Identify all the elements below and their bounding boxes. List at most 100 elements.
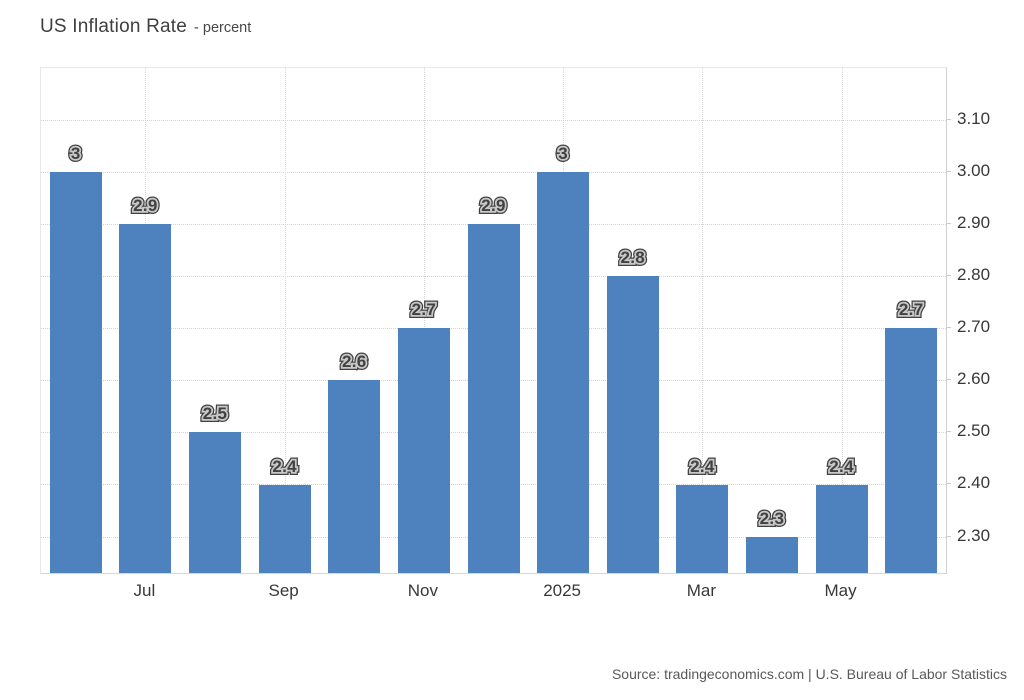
bar-value-label-layer: 2.5 (200, 402, 230, 425)
bar-value-label-layer: 2.6 (340, 352, 368, 373)
y-axis-tick (946, 431, 951, 433)
bar-value-label-layer: 2.7 (897, 300, 925, 321)
bar-value-label-layer: 2.4 (271, 456, 299, 477)
bar-value-label-layer: 2.4 (829, 456, 854, 476)
bar-value-label-layer: 2.5 (202, 404, 228, 424)
bar-value-label: 2.7 2.7 2.7 (896, 298, 926, 321)
y-axis-tick (946, 171, 951, 173)
bar-value-label: 2.4 2.4 2.4 (687, 455, 717, 478)
y-axis-tick (946, 483, 951, 485)
source-attribution: Source: tradingeconomics.com | U.S. Bure… (611, 666, 1007, 682)
bar-value-label-layer: 2.8 (620, 248, 645, 268)
bar[interactable] (815, 484, 868, 573)
bar[interactable] (119, 224, 172, 573)
bar[interactable] (537, 172, 590, 573)
bar-value-label-layer: 2.3 (757, 507, 787, 530)
bar-value-label-layer: 2.9 (131, 195, 159, 216)
bar[interactable] (258, 484, 311, 573)
x-tick-label: 2025 (543, 581, 582, 600)
y-tick-label: 2.60 (957, 369, 991, 389)
bar[interactable] (676, 484, 729, 573)
bar-value-label-layer: 2.5 (201, 404, 229, 425)
y-axis-tick (946, 223, 951, 225)
bar-value-label-layer: 2.9 (130, 194, 160, 217)
y-tick-label: 2.80 (957, 265, 991, 285)
bar-value-label-layer: 2.8 (617, 246, 647, 269)
x-tick-label: Nov (407, 581, 438, 600)
bar-value-label-layer: 2.6 (339, 350, 369, 373)
bar[interactable] (885, 328, 938, 573)
y-tick-label: 2.50 (957, 421, 991, 441)
gridline-vertical (423, 68, 425, 573)
x-tick-label: Mar (686, 581, 716, 600)
bar-value-label: 2.5 2.5 2.5 (200, 402, 230, 425)
bar-value-label-layer: 3 (557, 143, 570, 164)
x-tick-label: Sep (268, 581, 299, 600)
bar-value-label-layer: 3 (70, 144, 81, 164)
bar[interactable] (745, 536, 798, 573)
bar-value-label: 2.9 2.9 2.9 (130, 194, 160, 217)
bar-value-label-layer: 2.7 (896, 298, 926, 321)
bar[interactable] (328, 380, 381, 573)
bar-value-label: 2.7 2.7 2.7 (409, 298, 439, 321)
bar-value-label-layer: 2.7 (409, 298, 439, 321)
y-axis-tick (946, 327, 951, 329)
bar-value-label-layer: 3 (69, 143, 82, 164)
bar[interactable] (606, 276, 659, 573)
bar-value-label: 2.3 2.3 2.3 (757, 507, 787, 530)
bar-value-label-layer: 2.4 (687, 455, 717, 478)
bar-value-label-layer: 2.4 (272, 456, 297, 476)
y-axis-tick (946, 275, 951, 277)
bar-value-label: 2.9 2.9 2.9 (478, 194, 508, 217)
y-axis-tick (946, 379, 951, 381)
bar-value-label-layer: 2.8 (619, 248, 647, 269)
bar-value-label-layer: 2.7 (898, 300, 924, 320)
y-tick-label: 2.70 (957, 317, 991, 337)
bar-value-label-layer: 3 (558, 144, 568, 164)
y-tick-label: 2.40 (957, 473, 991, 493)
x-tick-label: Jul (133, 581, 156, 600)
y-tick-label: 2.30 (957, 525, 991, 545)
bar-value-label-layer: 2.4 (828, 456, 856, 477)
bar-value-label-layer: 2.7 (410, 300, 438, 321)
bar-value-label-layer: 2.4 (826, 455, 856, 478)
gridline-vertical (841, 68, 843, 573)
bar[interactable] (49, 172, 102, 573)
chart-title-units: - percent (194, 20, 252, 36)
bar-value-label-layer: 2.9 (481, 196, 506, 216)
y-tick-label: 3.10 (957, 109, 991, 129)
bar-value-label: 2.4 2.4 2.4 (269, 455, 299, 478)
gridline-vertical (284, 68, 286, 573)
bar-value-label-layer: 2.3 (759, 508, 785, 528)
bar[interactable] (189, 432, 242, 573)
bar-value-label-layer: 2.7 (411, 300, 437, 320)
y-tick-label: 2.90 (957, 213, 991, 233)
bar-value-label: 2.4 2.4 2.4 (826, 455, 856, 478)
bar-value-label-layer: 2.4 (690, 456, 715, 476)
bar-value-label-layer: 2.3 (758, 508, 786, 529)
bar-value-label-layer: 3 (555, 142, 570, 165)
chart-title-main: US Inflation Rate (40, 16, 188, 37)
bar-value-label-layer: 2.9 (478, 194, 508, 217)
y-tick-label: 3.00 (957, 161, 991, 181)
chart-title: US Inflation Rate - percent (40, 16, 251, 38)
bar-value-label: 2.8 2.8 2.8 (617, 246, 647, 269)
gridline-vertical (702, 68, 704, 573)
gridline-horizontal (41, 172, 946, 174)
bar-value-label-layer: 2.4 (688, 456, 716, 477)
gridline-horizontal (41, 120, 946, 122)
bar-value-label-layer: 2.9 (480, 195, 508, 216)
bar-value-label-layer: 2.4 (269, 455, 299, 478)
bar-value-label-layer: 2.9 (133, 196, 158, 216)
x-tick-label: May (824, 581, 857, 600)
bar-value-label-layer: 3 (68, 142, 83, 165)
bar[interactable] (397, 328, 450, 573)
bar[interactable] (467, 224, 520, 573)
bar-value-label-layer: 2.6 (341, 352, 367, 372)
plot-area: 3 3 3 2.9 2.9 2.9 2.5 2.5 2.5 2.4 2.4 2.4 2.6 2.6 2.6 2… (40, 67, 947, 574)
bar-value-label: 2.6 2.6 2.6 (339, 350, 369, 373)
y-axis-tick (946, 535, 951, 537)
